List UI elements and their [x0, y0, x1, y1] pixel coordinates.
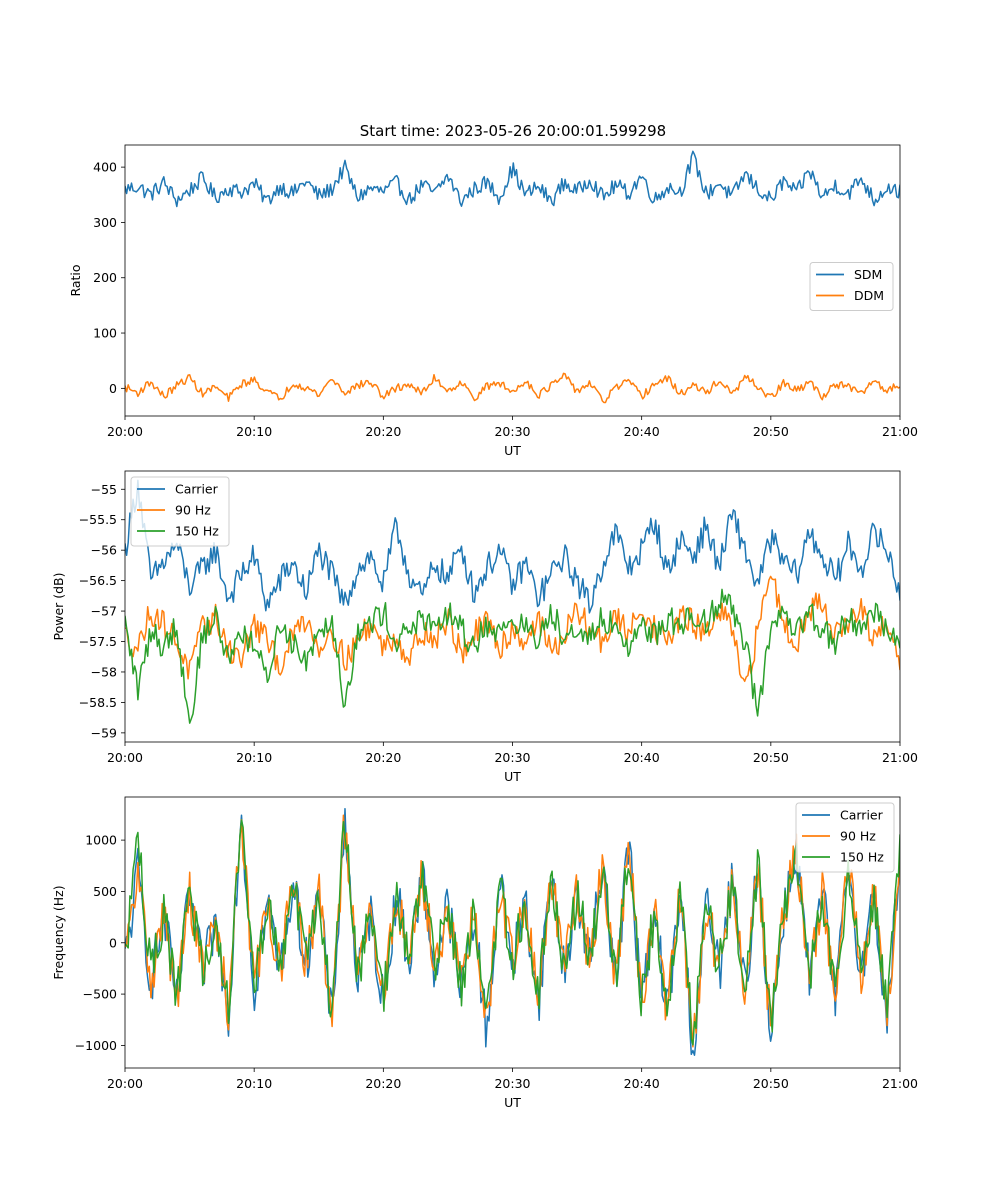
plot-frame: [124, 144, 901, 417]
x-tick-label: 20:20: [365, 1076, 401, 1091]
series-line-150-hz: [125, 588, 900, 724]
x-tick-label: 21:00: [882, 424, 918, 439]
x-axis-label: UT: [504, 769, 521, 784]
x-tick-label: 20:30: [494, 1076, 530, 1091]
plot-frame: [124, 470, 901, 743]
series-line-90-hz: [125, 575, 900, 683]
legend-label: 150 Hz: [840, 850, 884, 865]
legend-label: 90 Hz: [175, 503, 211, 518]
legend-box: [795, 802, 895, 873]
series-line-ddm: [125, 372, 900, 404]
y-tick-label: 500: [93, 884, 117, 899]
y-tick-label: 1000: [85, 833, 117, 848]
panels: 20:00 20:10 20:20 20:30 20:40 20:50 21:00 UT 0 10…: [51, 144, 918, 1110]
x-tick-label: 20:00: [107, 750, 143, 765]
x-tick-label: 20:20: [365, 750, 401, 765]
x-tick-label: 20:50: [753, 1076, 789, 1091]
series-line-150-hz: [125, 819, 900, 1046]
legend-label: DDM: [854, 288, 884, 303]
legend: Carrier 90 Hz 150 Hz: [130, 476, 230, 547]
x-tick-label: 21:00: [882, 750, 918, 765]
series-line-sdm: [125, 150, 900, 208]
x-tick-label: 20:30: [494, 750, 530, 765]
panel-3: 20:00 20:10 20:20 20:30 20:40 20:50 21:00 UT −10…: [51, 796, 918, 1110]
x-axis-label: UT: [504, 1095, 521, 1110]
figure-title: Start time: 2023-05-26 20:00:01.599298: [360, 122, 666, 140]
x-tick-label: 20:20: [365, 424, 401, 439]
y-tick-label: 300: [93, 215, 117, 230]
x-tick-label: 20:40: [624, 1076, 660, 1091]
y-tick-label: −58: [91, 664, 117, 679]
x-tick-label: 20:50: [753, 750, 789, 765]
y-tick-label: −500: [83, 987, 117, 1002]
x-tick-label: 20:10: [236, 1076, 272, 1091]
y-tick-label: −1000: [75, 1038, 117, 1053]
x-tick-label: 20:10: [236, 750, 272, 765]
legend-label: 90 Hz: [840, 829, 876, 844]
y-tick-label: −57: [91, 604, 117, 619]
y-axis-label: Ratio: [68, 264, 83, 296]
y-axis-label: Power (dB): [51, 572, 66, 640]
legend: SDM DDM: [809, 262, 894, 311]
panel-1: 20:00 20:10 20:20 20:30 20:40 20:50 21:00 UT 0 10…: [68, 144, 918, 458]
panel-2: 20:00 20:10 20:20 20:30 20:40 20:50 21:00 UT −55…: [51, 470, 918, 784]
y-tick-label: −57.5: [79, 634, 117, 649]
y-tick-label: 400: [93, 160, 117, 175]
legend-label: Carrier: [175, 482, 219, 497]
y-tick-label: −56.5: [79, 573, 117, 588]
y-tick-label: −55.5: [79, 512, 117, 527]
legend-box: [130, 476, 230, 547]
y-axis-label: Frequency (Hz): [51, 885, 66, 979]
series-line-carrier: [125, 479, 900, 614]
legend-label: 150 Hz: [175, 524, 219, 539]
series-line-carrier: [125, 807, 900, 1056]
y-tick-label: −59: [91, 725, 117, 740]
x-tick-label: 20:50: [753, 424, 789, 439]
y-tick-label: 100: [93, 326, 117, 341]
x-axis-label: UT: [504, 443, 521, 458]
legend: Carrier 90 Hz 150 Hz: [795, 802, 895, 873]
x-tick-label: 20:00: [107, 424, 143, 439]
x-tick-label: 20:10: [236, 424, 272, 439]
x-tick-label: 20:40: [624, 424, 660, 439]
x-tick-label: 20:30: [494, 424, 530, 439]
y-tick-label: −58.5: [79, 695, 117, 710]
x-tick-label: 21:00: [882, 1076, 918, 1091]
legend-label: Carrier: [840, 808, 884, 823]
x-tick-label: 20:00: [107, 1076, 143, 1091]
y-tick-label: −56: [91, 543, 117, 558]
x-tick-label: 20:40: [624, 750, 660, 765]
y-tick-label: −55: [91, 482, 117, 497]
y-tick-label: 0: [109, 935, 117, 950]
y-tick-label: 0: [109, 381, 117, 396]
y-tick-label: 200: [93, 270, 117, 285]
legend-label: SDM: [854, 267, 882, 282]
